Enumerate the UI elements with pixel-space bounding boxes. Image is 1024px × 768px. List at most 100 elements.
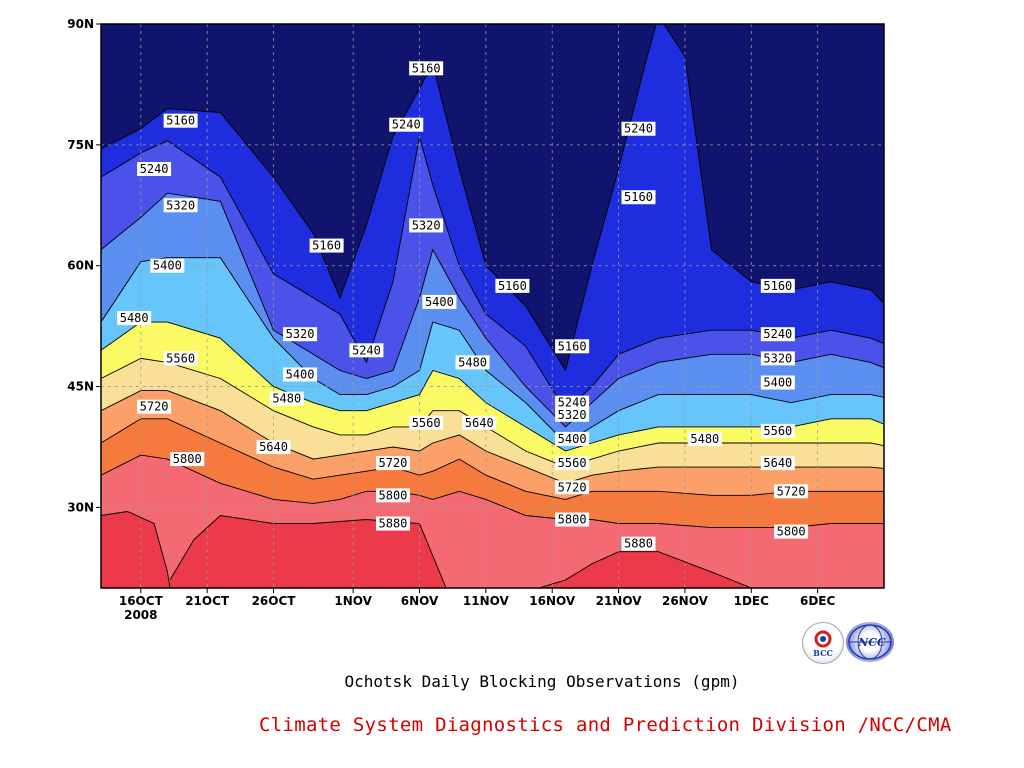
contour-label-text: 5240 [763,327,792,341]
contour-label-bg [774,484,809,499]
contour-label-text: 5720 [777,484,806,498]
contour-label: 5560 [163,351,198,366]
contour-label: 5400 [422,294,457,309]
fill-above-5880 [101,511,170,588]
contour-label-bg [621,190,656,205]
contour-label-text: 5560 [166,351,195,365]
x-tick-label: 1NOV [334,594,372,608]
contour-label-bg [170,452,205,467]
x-tick-label: 6DEC [800,594,836,608]
contour-labels: 5160524053205400548055605720580051605320… [117,61,809,551]
ncc-logo: NCC [846,622,894,662]
contour-label-bg [283,367,318,382]
contour-label: 5400 [760,375,795,390]
contour-label-bg [621,121,656,136]
x-tick-label: 21NOV [596,594,643,608]
contour-label-text: 5240 [558,396,587,410]
contour-label-text: 5320 [166,198,195,212]
contour-label-bg [137,162,172,177]
contour-label-text: 5880 [624,537,653,551]
fill-above-5880-part-4 [937,576,1003,608]
contour-line-5880-part-4 [937,576,1003,588]
contour-label-text: 5880 [379,517,408,531]
x-tick-label: 11NOV [463,594,510,608]
contour-label-bg [760,456,795,471]
contour-label-text: 5160 [166,114,195,128]
bcc-logo: BCC [802,622,844,664]
contour-label: 5560 [409,415,444,430]
contour-label-bg [555,480,590,495]
contour-label-text: 5480 [272,392,301,406]
contour-label: 5320 [409,218,444,233]
contour-label: 5160 [409,61,444,76]
contour-label-bg [462,415,497,430]
contour-label-text: 5160 [763,279,792,293]
contour-label-bg [269,391,304,406]
contour-label-bg [375,456,410,471]
contour-label-bg [163,113,198,128]
x-tick-label: 16NOV [529,594,576,608]
contour-label-bg [760,327,795,342]
contour-line-5400 [101,257,884,444]
contour-label: 5880 [375,516,410,531]
contour-label: 5240 [349,343,384,358]
contour-label-text: 5800 [777,525,806,539]
contour-label-bg [409,218,444,233]
contour-label-bg [760,278,795,293]
contour-label-text: 5320 [412,218,441,232]
contour-label: 5720 [137,399,172,414]
contour-label-bg [774,524,809,539]
contour-fills [101,24,1003,608]
contour-label-bg [422,294,457,309]
contour-label-text: 5560 [412,416,441,430]
contour-label-bg [555,407,590,422]
contour-label: 5640 [462,415,497,430]
contour-label-bg [555,395,590,410]
contour-label-text: 5240 [352,343,381,357]
contour-label-text: 5160 [312,239,341,253]
contour-label-text: 5720 [140,400,169,414]
contour-label-text: 5400 [763,376,792,390]
y-tick-label: 75N [67,138,94,152]
contour-label-text: 5720 [558,480,587,494]
contour-label-bg [687,431,722,446]
contour-label: 5640 [760,456,795,471]
fill-above-5880-part-3 [538,551,752,588]
contour-label: 5240 [137,162,172,177]
contour-label-bg [309,238,344,253]
contour-label-text: 5720 [379,456,408,470]
x-year-label: 2008 [124,608,157,622]
contour-label: 5400 [283,367,318,382]
contour-line-5160 [101,24,884,372]
contour-line-5880 [101,511,171,588]
contour-label-text: 5160 [412,61,441,75]
contour-label: 5720 [375,456,410,471]
contour-label: 5720 [774,484,809,499]
contour-label: 5480 [269,391,304,406]
contour-label-text: 5240 [140,162,169,176]
gridlines [101,24,884,588]
contour-label-bg [555,431,590,446]
contour-label-bg [455,355,490,370]
contour-label-text: 5400 [153,259,182,273]
contour-label-bg [760,351,795,366]
contour-label: 5800 [555,512,590,527]
contour-label-text: 5240 [392,118,421,132]
contour-label: 5320 [760,351,795,366]
contour-label-text: 5560 [558,456,587,470]
contour-label-bg [409,415,444,430]
contour-label: 5480 [455,355,490,370]
contour-label-text: 5480 [458,355,487,369]
contour-label: 5240 [555,395,590,410]
contour-label: 5240 [621,121,656,136]
x-tick-label: 16OCT [119,594,164,608]
contour-label: 5320 [555,407,590,422]
credit-line: Climate System Diagnostics and Predictio… [259,714,952,736]
contour-label: 5480 [687,431,722,446]
contour-label: 5720 [555,480,590,495]
contour-label-text: 5480 [690,432,719,446]
contour-label: 5480 [117,311,152,326]
contour-label: 5160 [760,278,795,293]
contour-label-text: 5640 [259,440,288,454]
